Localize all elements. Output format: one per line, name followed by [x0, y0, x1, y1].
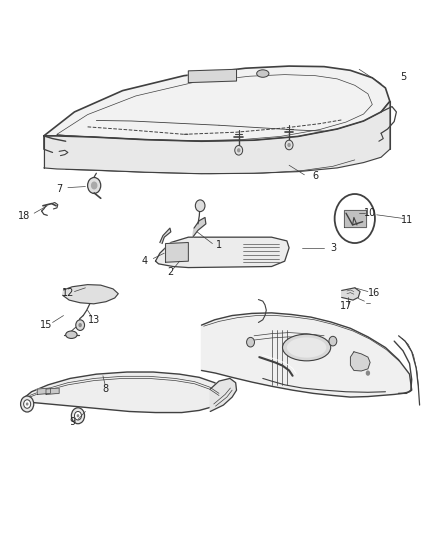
Text: 2: 2 — [168, 267, 174, 277]
Ellipse shape — [257, 70, 269, 77]
Ellipse shape — [26, 402, 28, 406]
Text: 12: 12 — [62, 288, 74, 298]
Text: 5: 5 — [400, 72, 406, 82]
Ellipse shape — [77, 414, 79, 417]
Polygon shape — [210, 378, 237, 411]
Text: 10: 10 — [364, 208, 376, 218]
Ellipse shape — [287, 337, 326, 358]
Polygon shape — [201, 313, 412, 397]
Ellipse shape — [78, 323, 82, 327]
Text: 1: 1 — [216, 240, 222, 250]
Polygon shape — [342, 288, 360, 300]
Ellipse shape — [91, 181, 97, 189]
Ellipse shape — [366, 370, 370, 376]
Ellipse shape — [237, 148, 240, 152]
Ellipse shape — [195, 200, 205, 212]
Ellipse shape — [74, 411, 81, 420]
Text: 4: 4 — [141, 256, 148, 266]
Ellipse shape — [285, 140, 293, 150]
Polygon shape — [37, 388, 50, 394]
Text: 9: 9 — [69, 417, 75, 427]
Polygon shape — [44, 101, 390, 174]
Text: 8: 8 — [102, 384, 108, 394]
Text: 6: 6 — [312, 171, 318, 181]
Polygon shape — [155, 237, 289, 268]
Ellipse shape — [66, 331, 77, 338]
Ellipse shape — [21, 396, 34, 412]
Polygon shape — [160, 228, 171, 244]
Text: 7: 7 — [56, 184, 62, 194]
Polygon shape — [344, 210, 366, 227]
Ellipse shape — [247, 337, 254, 347]
Text: 11: 11 — [401, 215, 413, 224]
Ellipse shape — [283, 334, 331, 361]
Text: 13: 13 — [88, 315, 100, 325]
Text: 16: 16 — [368, 288, 381, 298]
Text: 18: 18 — [18, 211, 30, 221]
Ellipse shape — [76, 320, 85, 330]
Polygon shape — [350, 352, 370, 371]
Ellipse shape — [235, 146, 243, 155]
Polygon shape — [166, 243, 188, 262]
Text: 15: 15 — [40, 320, 52, 330]
Ellipse shape — [71, 408, 85, 424]
Ellipse shape — [335, 194, 375, 243]
Ellipse shape — [287, 143, 291, 147]
Polygon shape — [46, 388, 59, 394]
Polygon shape — [44, 66, 390, 141]
Polygon shape — [193, 217, 206, 237]
Polygon shape — [63, 285, 118, 304]
Ellipse shape — [88, 177, 101, 193]
Text: 3: 3 — [330, 243, 336, 253]
Polygon shape — [22, 372, 223, 413]
Text: 17: 17 — [340, 302, 352, 311]
Polygon shape — [188, 69, 237, 83]
Ellipse shape — [329, 336, 337, 346]
Ellipse shape — [24, 400, 31, 408]
